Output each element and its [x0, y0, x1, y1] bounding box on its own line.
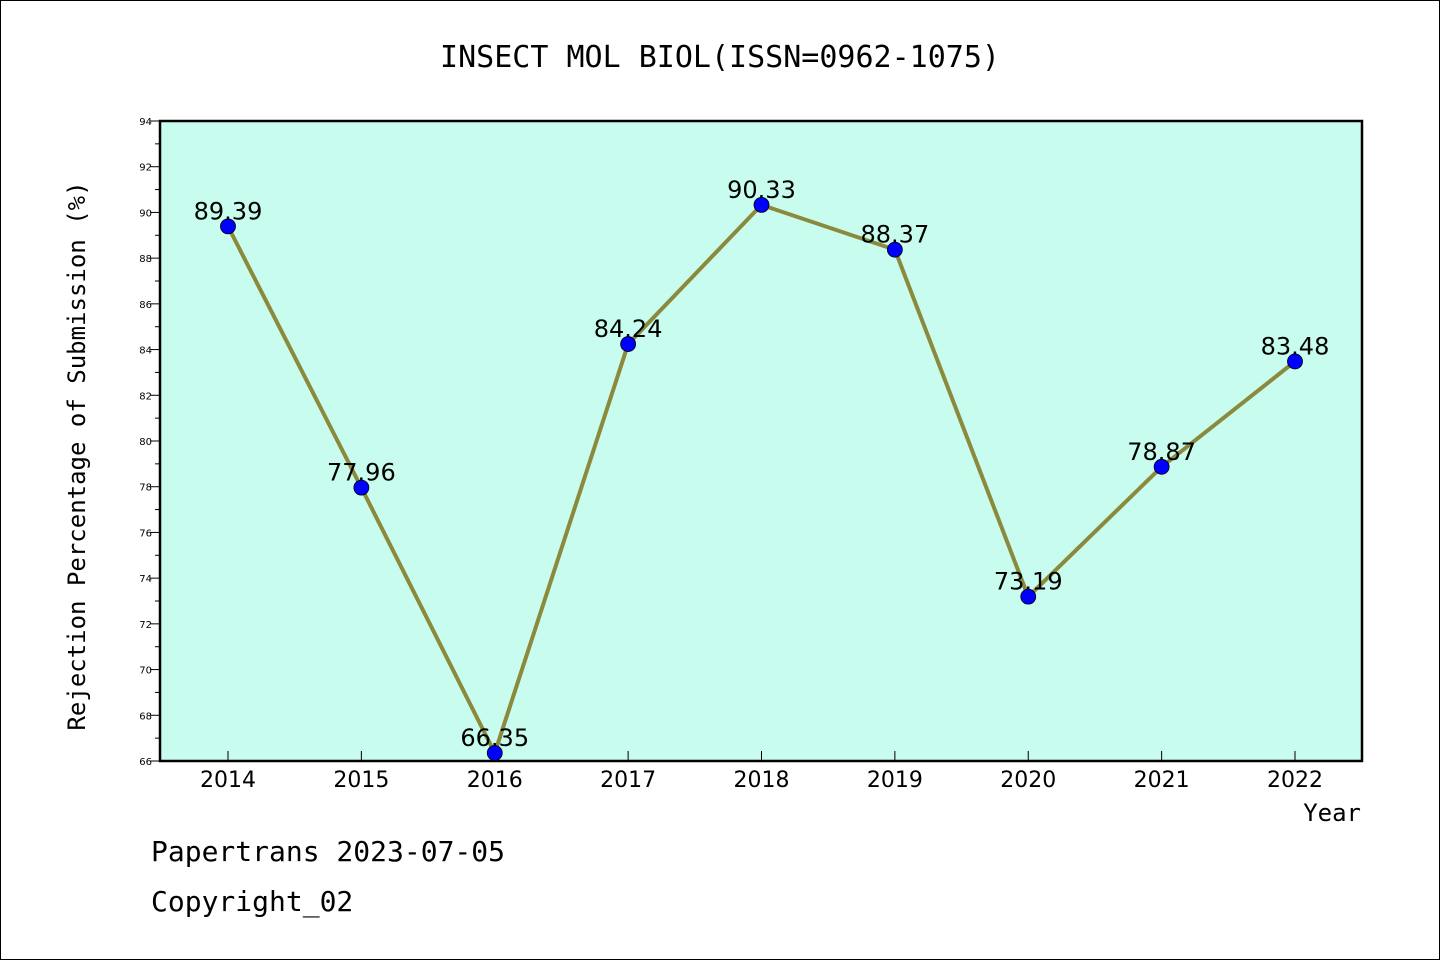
y-tick-label: 90 [139, 208, 152, 219]
y-tick-label: 94 [139, 117, 152, 128]
x-tick-label: 2022 [1267, 768, 1323, 793]
y-tick-label: 84 [139, 346, 152, 357]
data-labels: 89.39 77.96 66.35 84.24 90.33 88.37 73.19 78.87… [194, 176, 1330, 752]
y-tick-label: 72 [139, 620, 152, 631]
data-point [220, 218, 236, 235]
y-tick-label: 66 [139, 757, 152, 768]
x-axis-label: Year [1303, 799, 1361, 827]
y-tick-label: 92 [139, 163, 152, 174]
footer-copyright: Copyright_02 [151, 885, 354, 918]
chart-title: INSECT MOL BIOL(ISSN=0962-1075) [440, 40, 1000, 75]
x-tick-label: 2018 [734, 768, 790, 793]
data-label: 88.37 [861, 221, 930, 249]
y-tick-label: 78 [139, 483, 152, 494]
data-label: 84.24 [594, 315, 663, 343]
y-tick-label: 68 [139, 711, 152, 722]
data-point [1153, 458, 1170, 475]
data-label: 90.33 [727, 176, 796, 204]
y-axis-label: Rejection Percentage of Submission (%) [63, 181, 91, 730]
data-label: 66.35 [460, 724, 529, 752]
data-point [620, 336, 637, 352]
data-points [220, 196, 1303, 761]
y-tick-label: 82 [139, 391, 152, 402]
y-tick-label: 74 [139, 574, 152, 585]
data-label: 77.96 [327, 459, 396, 487]
x-tick-label: 2017 [600, 768, 656, 793]
x-tick-label: 2015 [333, 768, 389, 793]
y-tick-label: 76 [139, 528, 152, 539]
data-label: 73.19 [994, 568, 1063, 596]
y-tick-label: 88 [139, 254, 152, 265]
data-point [486, 745, 503, 761]
x-axis: 2014 2015 2016 2017 2018 2019 2020 2021 2022 [200, 751, 1323, 793]
x-tick-label: 2021 [1134, 768, 1190, 793]
y-axis: 66 68 70 72 74 76 78 80 82 84 86 88 90 92 94 [139, 117, 160, 768]
plot-area [158, 119, 1364, 763]
data-label: 83.48 [1261, 332, 1330, 360]
data-label: 78.87 [1127, 438, 1196, 466]
data-label: 89.39 [194, 197, 263, 225]
y-tick-label: 80 [139, 437, 152, 448]
data-point [886, 241, 903, 258]
data-point [1287, 353, 1303, 370]
y-tick-label: 86 [139, 300, 152, 311]
footer-publisher-date: Papertrans 2023-07-05 [151, 835, 506, 868]
data-point [353, 479, 370, 496]
y-tick-label: 70 [139, 666, 152, 677]
x-tick-label: 2016 [467, 768, 523, 793]
x-tick-label: 2014 [200, 768, 256, 793]
data-point [753, 196, 770, 213]
x-tick-label: 2019 [867, 768, 923, 793]
data-point [1020, 588, 1037, 605]
x-tick-label: 2020 [1000, 768, 1056, 793]
